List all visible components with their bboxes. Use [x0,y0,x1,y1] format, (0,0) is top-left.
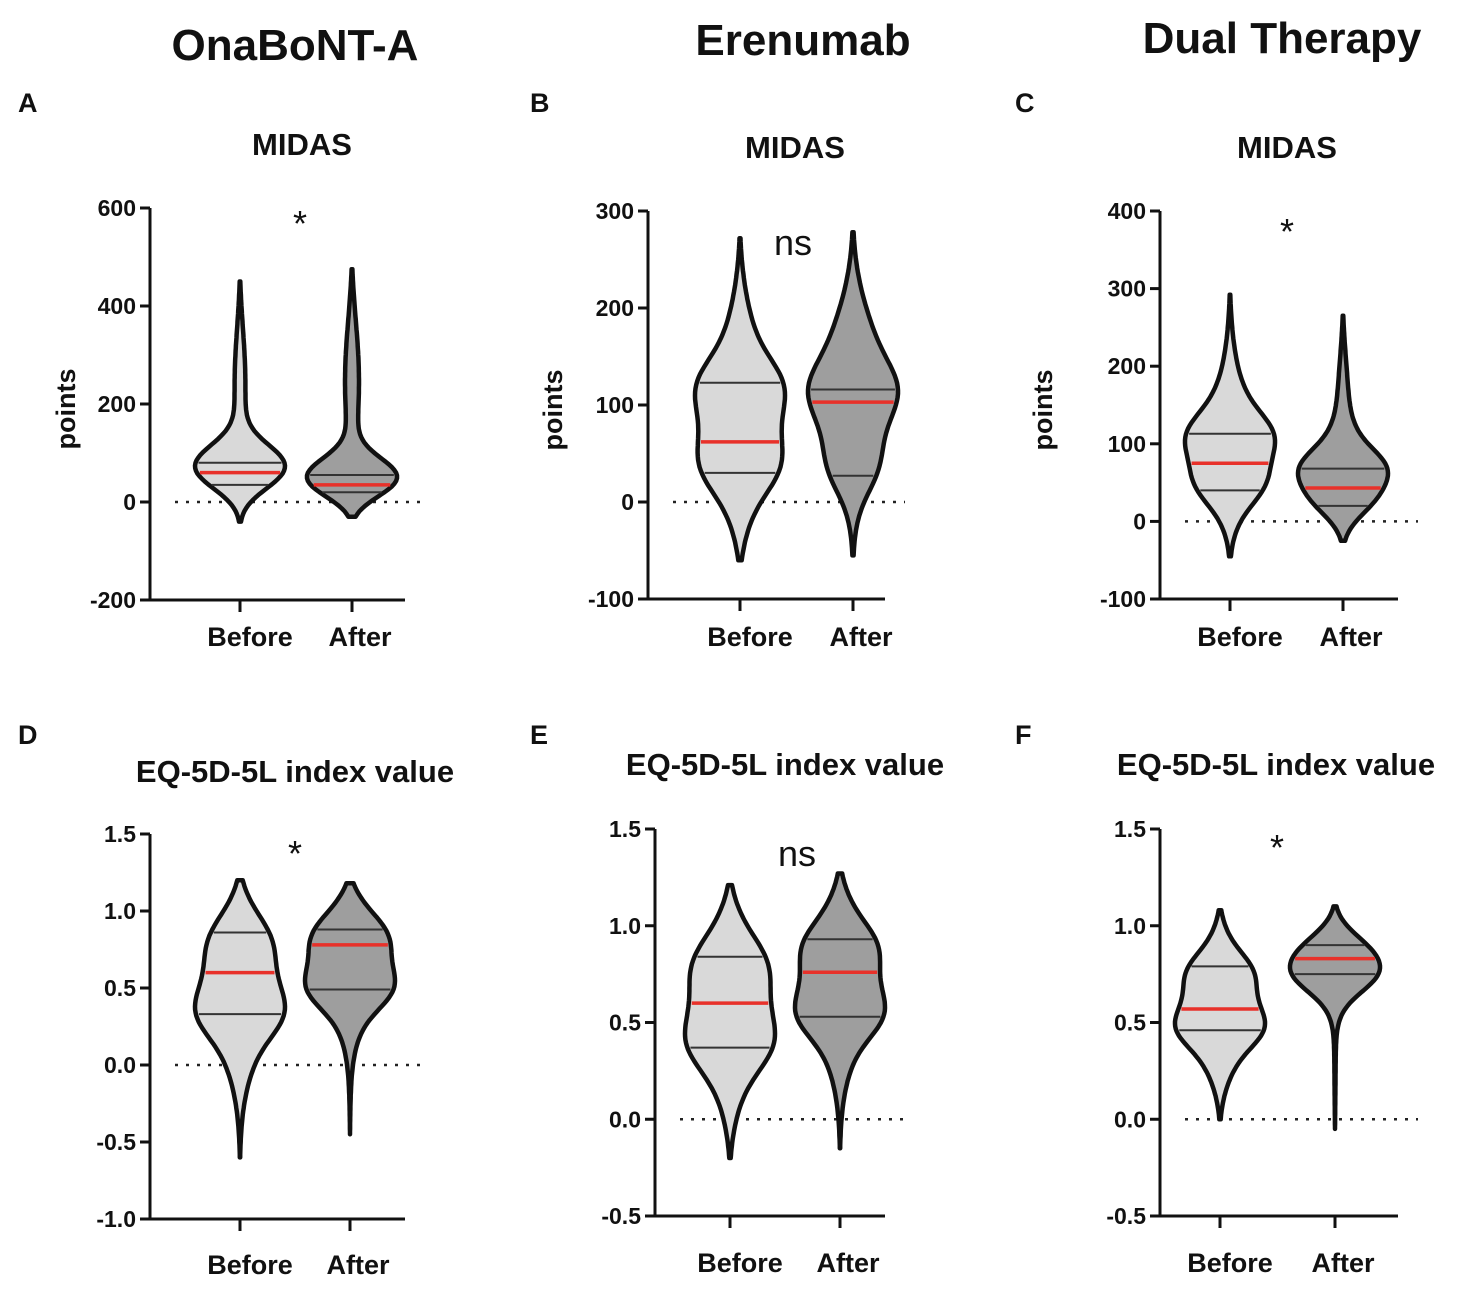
panel-letter: F [1015,720,1032,750]
significance-label: * [293,203,307,244]
y-tick-label: 600 [98,195,136,221]
significance-label: * [288,833,302,874]
y-tick-label: 400 [1108,198,1146,224]
panel-e: E EQ-5D-5L index value 1.5 1.0 0.5 0.0 -0.5 Bef… [530,720,944,1278]
y-tick-label: 0 [123,489,136,515]
x-category-label-before: Before [1197,622,1283,652]
violin-after [304,267,400,519]
y-tick-label: 1.0 [609,913,641,939]
y-tick-label: 1.5 [1114,816,1146,842]
y-tick-label: 0.0 [104,1052,136,1078]
violin-after [805,230,901,558]
y-tick-label: -0.5 [601,1203,641,1229]
x-category-label-before: Before [1187,1248,1273,1278]
y-tick-label: 1.5 [104,821,136,847]
x-category-label-after: After [326,1250,389,1280]
panel-title: EQ-5D-5L index value [136,754,454,789]
panels-group: A MIDAS 600 400 200 0 -200 Before After points * B M… [18,88,1435,1280]
violin-before [692,235,788,563]
column-title-dual-therapy: Dual Therapy [1143,14,1422,63]
y-tick-label: 100 [1108,431,1146,457]
violin-before [192,877,288,1160]
x-category-label-before: Before [707,622,793,652]
panel-title: MIDAS [1237,130,1337,165]
x-category-label-before: Before [207,622,293,652]
x-category-label-after: After [1319,622,1382,652]
y-tick-label: 300 [1108,276,1146,302]
panel-f: F EQ-5D-5L index value 1.5 1.0 0.5 0.0 -0.5 Bef… [1015,720,1435,1278]
y-tick-label: 1.5 [609,816,641,842]
significance-label: * [1280,211,1294,252]
panel-d: D EQ-5D-5L index value 1.5 1.0 0.5 0.0 -0.5 -1.… [18,720,454,1280]
y-tick-label: 100 [596,392,634,418]
y-tick-label: -100 [1100,586,1146,612]
x-category-label-after: After [829,622,892,652]
y-axis-label: points [538,370,568,451]
violin-before [1182,292,1278,559]
x-category-label-after: After [1311,1248,1374,1278]
violin-after [792,871,888,1151]
violin-after [302,881,398,1137]
column-title-onabont-a: OnaBoNT-A [172,21,419,70]
panel-letter: D [18,720,38,750]
panel-c: C MIDAS 400 300 200 100 0 -100 Before After points… [1015,88,1418,652]
significance-label: ns [774,222,812,263]
y-tick-label: 200 [98,391,136,417]
y-tick-label: -0.5 [1106,1203,1146,1229]
y-tick-label: 0.5 [609,1010,641,1036]
x-category-label-after: After [328,622,391,652]
y-tick-label: -100 [588,586,634,612]
panel-letter: C [1015,88,1035,118]
violin-after [1287,904,1383,1132]
violin-before [192,279,288,524]
panel-letter: A [18,88,38,118]
y-axis-label: points [1028,370,1058,451]
y-tick-label: 0.5 [104,975,136,1001]
y-tick-label: 0 [1133,508,1146,534]
violin-before [1172,908,1268,1122]
panel-title: EQ-5D-5L index value [626,747,944,782]
y-tick-label: 0.5 [1114,1010,1146,1036]
column-title-erenumab: Erenumab [695,16,910,65]
panel-title: EQ-5D-5L index value [1117,747,1435,782]
y-tick-label: 200 [1108,353,1146,379]
panel-title: MIDAS [745,130,845,165]
y-tick-label: -1.0 [96,1206,136,1232]
y-tick-label: -0.5 [96,1129,136,1155]
violin-before [682,882,778,1161]
y-tick-label: -200 [90,587,136,613]
significance-label: ns [778,833,816,874]
y-tick-label: 0.0 [1114,1106,1146,1132]
panel-letter: E [530,720,548,750]
significance-label: * [1270,827,1284,868]
y-tick-label: 1.0 [1114,913,1146,939]
panel-title: MIDAS [252,127,352,162]
violin-after [1295,313,1391,544]
x-category-label-after: After [816,1248,879,1278]
y-tick-label: 1.0 [104,898,136,924]
panel-a: A MIDAS 600 400 200 0 -200 Before After points * [18,88,425,652]
panel-b: B MIDAS 300 200 100 0 -100 Before After points ns [530,88,905,652]
y-tick-label: 400 [98,293,136,319]
y-tick-label: 200 [596,295,634,321]
y-axis-label: points [51,369,81,450]
x-category-label-before: Before [207,1250,293,1280]
y-tick-label: 300 [596,198,634,224]
y-tick-label: 0 [621,489,634,515]
panel-letter: B [530,88,550,118]
y-tick-label: 0.0 [609,1106,641,1132]
x-category-label-before: Before [697,1248,783,1278]
